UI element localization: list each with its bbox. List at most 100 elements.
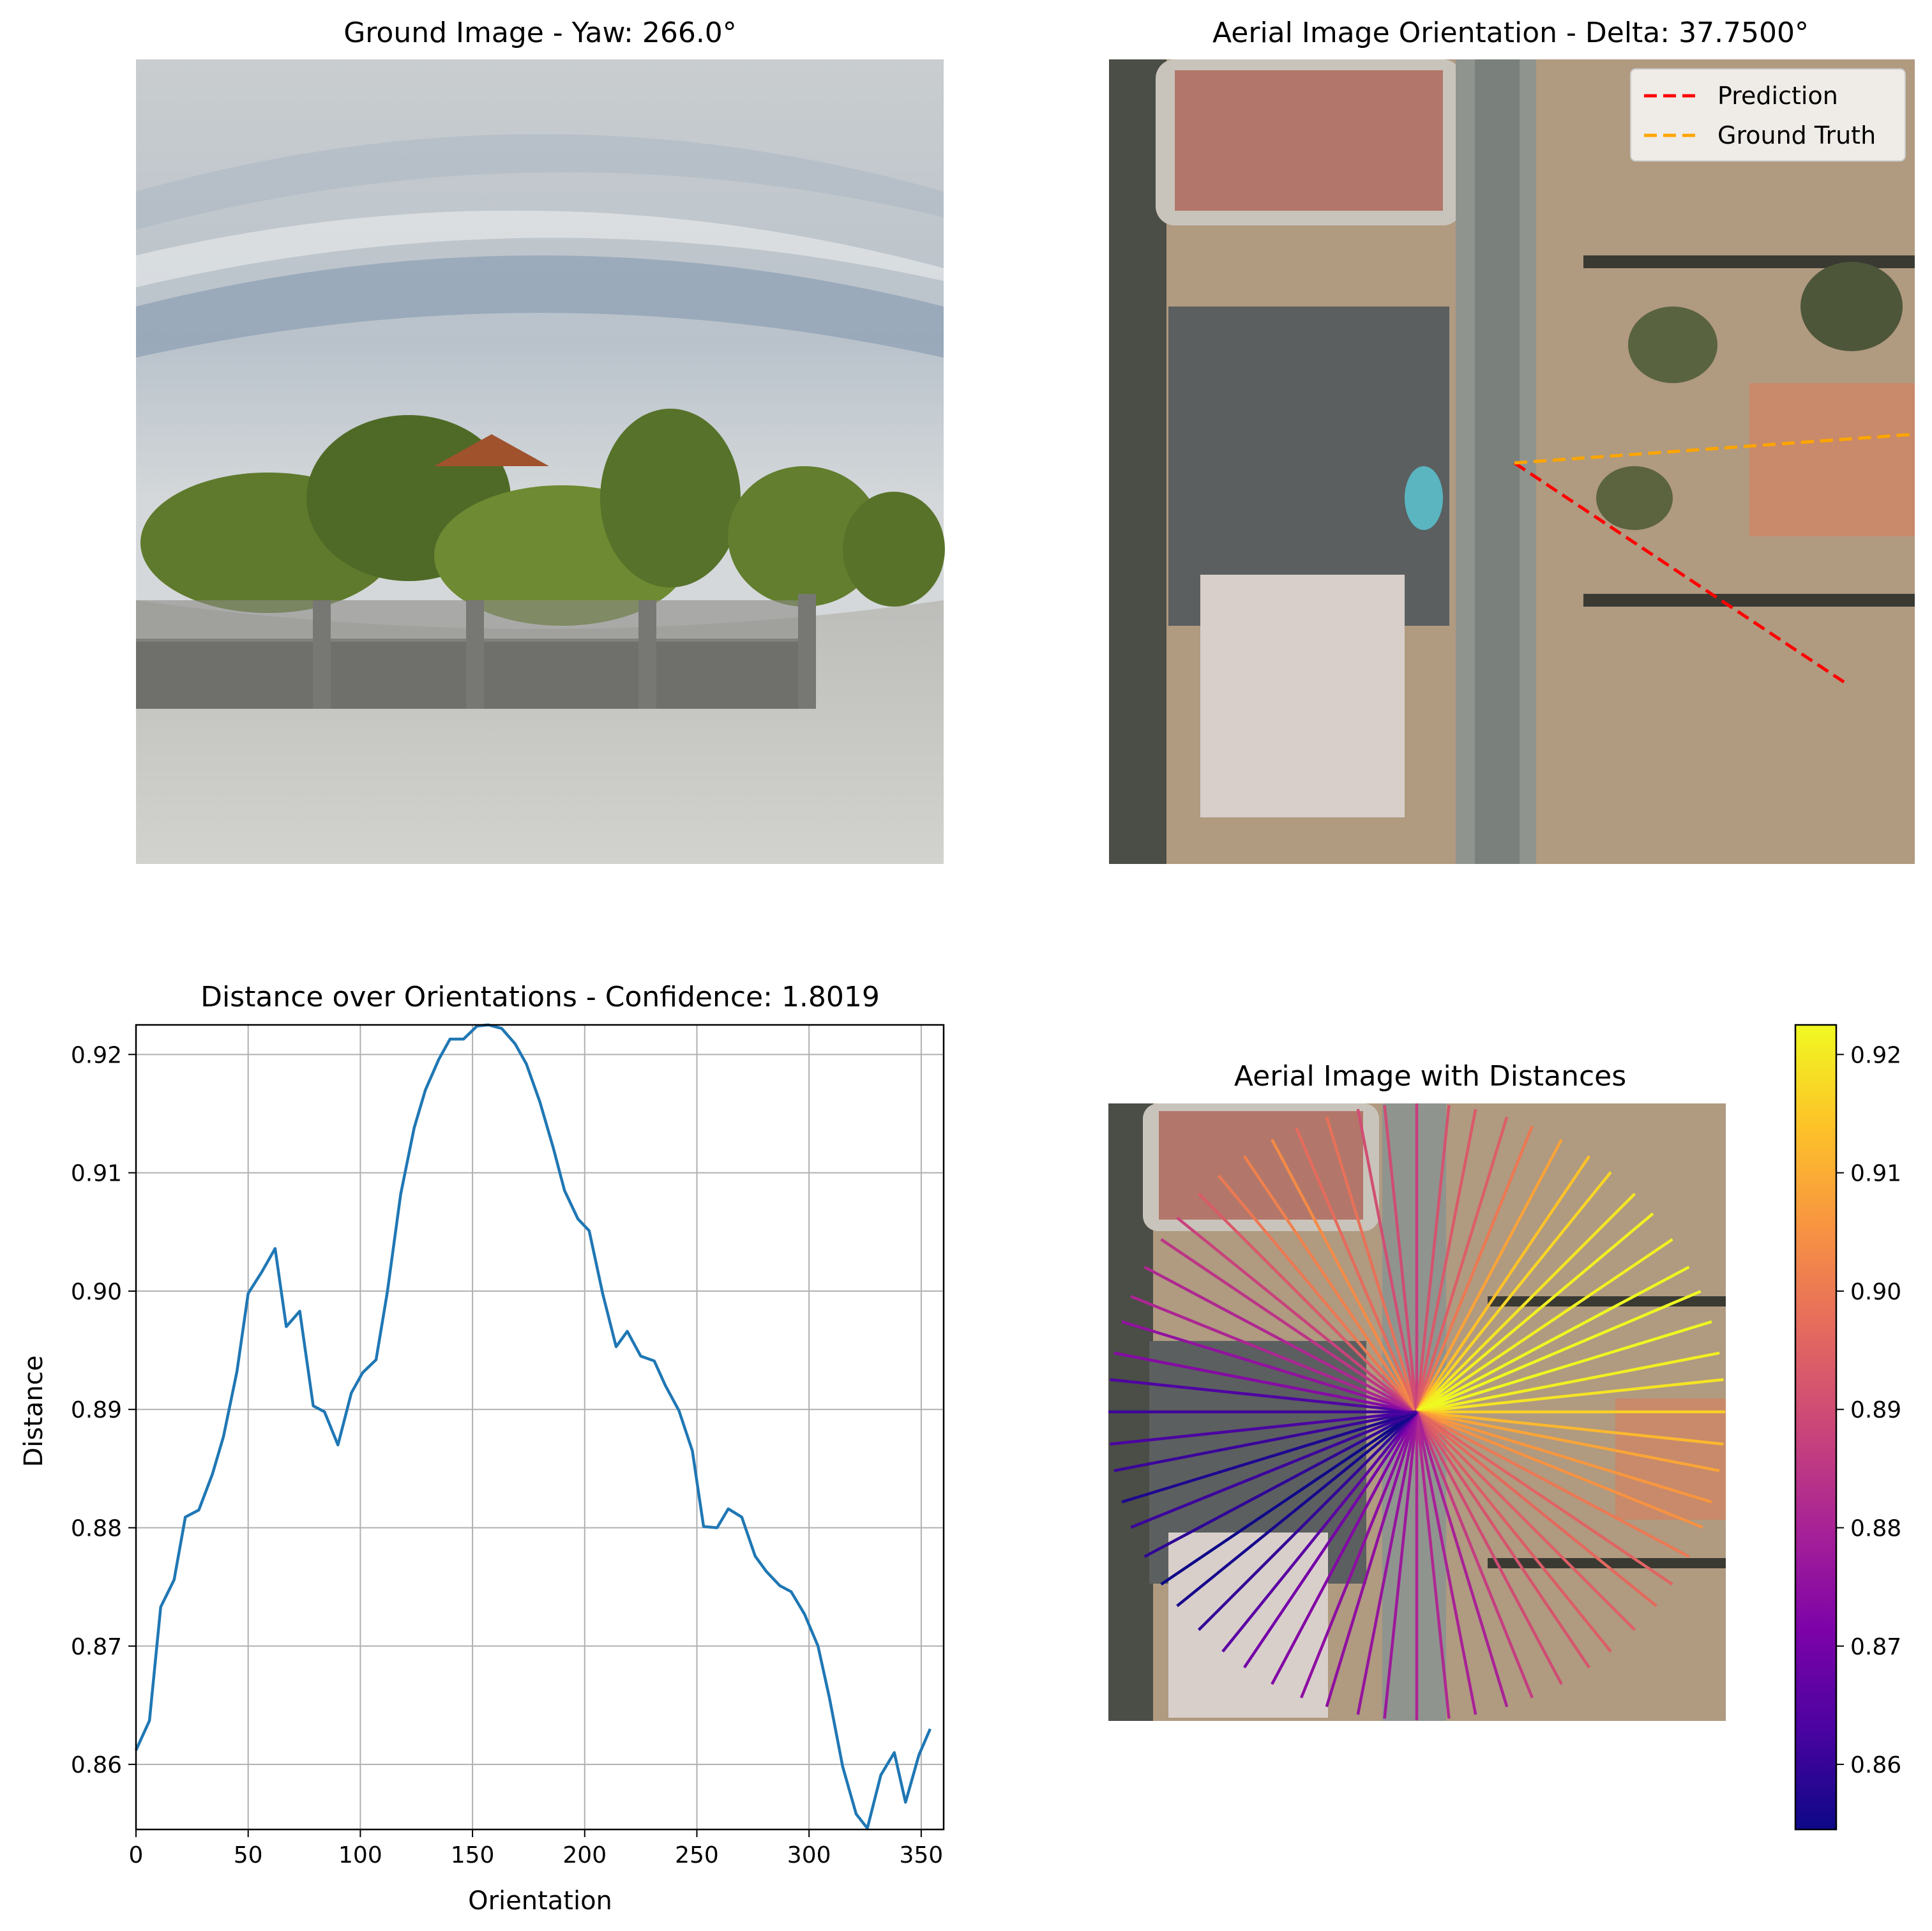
distance-ray (1415, 1411, 1563, 1685)
y-tick-label: 0.89 (71, 1397, 122, 1423)
distance-ray (1160, 1238, 1418, 1413)
distance-series-line (134, 1023, 932, 1830)
colorbar-ticks: 0.86 0.87 0.88 0.89 0.90 0.91 0.92 (1836, 1042, 1901, 1778)
y-axis-ticks: 0.86 0.87 0.88 0.89 0.90 0.91 0.92 (71, 1042, 136, 1778)
ground-truth-line (1514, 432, 1915, 465)
distance-ray (1130, 1295, 1417, 1414)
chart-grid (135, 1025, 944, 1829)
aerial-image (1109, 59, 1915, 864)
distance-ray (1383, 1105, 1419, 1412)
distance-ray (1415, 1105, 1451, 1412)
distance-chart-title: Distance over Orientations - Confidence:… (200, 981, 880, 1013)
legend-prediction-label: Prediction (1717, 82, 1838, 110)
x-axis-label: Orientation (468, 1886, 612, 1916)
distance-ray (1415, 1266, 1690, 1413)
distance-ray (1143, 1266, 1418, 1413)
x-tick-label: 200 (562, 1842, 607, 1868)
y-tick-label: 0.91 (71, 1161, 122, 1187)
distance-chart: Distance over Orientations - Confidence:… (19, 981, 945, 1916)
distance-ray (1110, 1378, 1417, 1414)
distance-ray (1415, 1411, 1477, 1715)
distance-ray (1415, 1116, 1509, 1412)
distance-ray (1415, 1109, 1477, 1412)
distance-ray (1325, 1411, 1419, 1708)
ground-title: Ground Image - Yaw: 266.0° (343, 17, 737, 49)
distance-ray (1415, 1139, 1563, 1413)
distance-ray (1415, 1411, 1534, 1699)
distance-ray (1121, 1410, 1417, 1504)
distance-ray (1243, 1155, 1418, 1413)
distance-ray (1121, 1320, 1417, 1414)
colorbar-tick-label: 0.87 (1850, 1634, 1901, 1660)
distance-ray (1325, 1116, 1419, 1412)
distance-ray (1197, 1411, 1418, 1632)
distance-ray (1416, 1410, 1703, 1529)
distance-ray (1217, 1174, 1418, 1413)
distance-ray (1113, 1410, 1417, 1473)
distance-ray (1383, 1411, 1419, 1719)
legend-ground-truth-label: Ground Truth (1717, 121, 1876, 149)
distance-ray (1415, 1411, 1451, 1719)
distance-ray (1416, 1378, 1724, 1414)
distance-ray (1415, 1125, 1534, 1412)
y-axis-label: Distance (19, 1356, 49, 1467)
distance-ray (1113, 1351, 1417, 1414)
distance-ray (1110, 1410, 1417, 1446)
x-tick-label: 250 (675, 1842, 719, 1868)
colorbar-tick-label: 0.88 (1850, 1516, 1901, 1542)
distance-ray (1356, 1109, 1419, 1412)
colorbar-tick-label: 0.86 (1850, 1752, 1901, 1778)
x-tick-label: 350 (900, 1842, 944, 1868)
distance-ray (1415, 1212, 1654, 1413)
y-tick-label: 0.88 (71, 1516, 122, 1542)
distance-ray (1415, 1238, 1673, 1413)
distance-ray (1176, 1411, 1418, 1607)
aerial-distances-title: Aerial Image with Distances (1234, 1060, 1626, 1093)
distance-rays (1108, 1103, 1725, 1720)
aerial-panel: Aerial Image Orientation - Delta: 37.750… (1109, 17, 1915, 864)
distance-ray (1415, 1411, 1612, 1653)
x-tick-label: 50 (234, 1842, 263, 1868)
distance-ray (1197, 1192, 1418, 1413)
x-tick-label: 100 (338, 1842, 382, 1868)
distance-ray (1271, 1411, 1418, 1685)
distance-ray (1415, 1171, 1612, 1413)
y-tick-label: 0.92 (71, 1042, 122, 1068)
ground-panel: Ground Image - Yaw: 266.0° (136, 17, 945, 864)
y-tick-label: 0.86 (71, 1752, 122, 1778)
distance-ray (1416, 1410, 1724, 1446)
distance-ray (1221, 1411, 1418, 1653)
x-tick-label: 300 (787, 1842, 831, 1868)
distance-ray (1130, 1410, 1417, 1529)
distance-ray (1415, 1155, 1590, 1413)
aerial-legend: Prediction Ground Truth (1630, 68, 1906, 162)
y-tick-label: 0.90 (71, 1279, 122, 1305)
x-tick-label: 0 (129, 1842, 144, 1868)
distance-ray (1416, 1410, 1720, 1473)
distance-ray (1271, 1139, 1418, 1413)
prediction-line (1513, 461, 1845, 684)
distance-ray (1416, 1351, 1720, 1414)
aerial-distances-panel: Aerial Image with Distances 0.86 0.87 0.88… (1108, 1024, 1901, 1831)
distance-ray (1415, 1411, 1509, 1708)
y-tick-label: 0.87 (71, 1634, 122, 1660)
distance-ray (1176, 1216, 1418, 1413)
distance-ray (1295, 1127, 1419, 1412)
distance-ray (1300, 1411, 1419, 1699)
distance-ray (1415, 1411, 1673, 1586)
distance-ray (1160, 1411, 1418, 1586)
ground-image (136, 59, 945, 864)
colorbar: 0.86 0.87 0.88 0.89 0.90 0.91 0.92 (1794, 1024, 1901, 1831)
colorbar-tick-label: 0.92 (1850, 1042, 1901, 1068)
distance-ray (1143, 1411, 1418, 1558)
colorbar-tick-label: 0.89 (1850, 1397, 1901, 1423)
distance-ray (1416, 1290, 1702, 1414)
distance-ray (1415, 1411, 1590, 1669)
distance-ray (1243, 1411, 1418, 1669)
distance-ray (1415, 1411, 1690, 1558)
x-axis-ticks: 0 50 100 150 200 250 300 350 (129, 1829, 944, 1868)
plot-frame (135, 1024, 945, 1831)
colorbar-tick-label: 0.90 (1850, 1279, 1901, 1305)
distance-ray (1356, 1411, 1419, 1715)
